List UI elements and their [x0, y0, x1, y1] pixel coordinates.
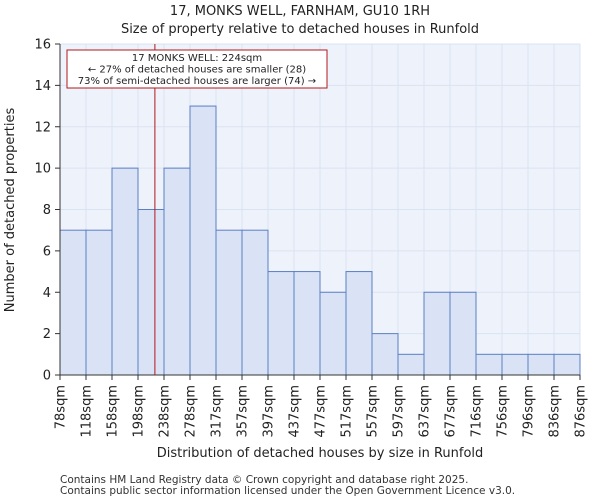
y-tick-label: 10 [34, 162, 51, 177]
x-tick-label: 317sqm [210, 385, 225, 438]
x-tick-label: 238sqm [158, 385, 173, 438]
histogram-bar [319, 291, 347, 376]
x-tick-label: 597sqm [392, 385, 407, 438]
y-tick-label: 2 [43, 327, 51, 342]
x-tick-label: 677sqm [444, 385, 459, 438]
chart-title: Size of property relative to detached ho… [120, 22, 480, 37]
axes: 0 2 4 6 8 10 12 14 16 78sqm 118sqm 158sqm 198sqm 238s… [34, 38, 588, 438]
y-tick-label: 8 [43, 203, 51, 218]
histogram-bar [215, 229, 243, 376]
property-marker: 17 MONKS WELL: 224sqm← 27% of detached h… [66, 44, 328, 375]
bars [59, 105, 581, 376]
histogram-bar [111, 167, 139, 376]
x-tick-label: 78sqm [54, 385, 69, 429]
histogram-bar [423, 291, 451, 376]
x-tick-label: 278sqm [184, 385, 199, 438]
annotation-text: 73% of semi-detached houses are larger (… [78, 76, 316, 87]
x-tick-label: 397sqm [262, 385, 277, 438]
annotation-box [66, 49, 328, 89]
annotation-text: 17 MONKS WELL: 224sqm [132, 53, 262, 64]
histogram-bar [475, 353, 503, 376]
histogram-bar [59, 229, 87, 376]
x-tick-label: 836sqm [548, 385, 563, 438]
x-tick-label: 876sqm [574, 385, 589, 438]
histogram-bar [449, 291, 477, 376]
footer-licence: Contains public sector information licen… [60, 485, 516, 497]
x-tick-label: 716sqm [470, 385, 485, 438]
y-tick-label: 16 [34, 38, 51, 53]
histogram-bar [241, 229, 269, 376]
x-tick-label: 557sqm [366, 385, 381, 438]
x-tick-label: 158sqm [106, 385, 121, 438]
x-tick-label: 796sqm [522, 385, 537, 438]
y-tick-label: 14 [34, 79, 51, 94]
x-tick-label: 637sqm [418, 385, 433, 438]
histogram-bar [397, 353, 425, 376]
x-tick-label: 517sqm [340, 385, 355, 438]
annotation-text: ← 27% of detached houses are smaller (28… [88, 65, 306, 76]
histogram-bar [137, 209, 165, 376]
y-tick-label: 0 [43, 369, 51, 384]
x-tick-label: 198sqm [132, 385, 147, 438]
x-axis-label: Distribution of detached houses by size … [157, 446, 484, 461]
y-tick-label: 6 [43, 244, 51, 259]
histogram-bar [267, 271, 295, 376]
histogram-bar [189, 105, 217, 376]
x-tick-label: 477sqm [314, 385, 329, 438]
histogram-bar [527, 353, 555, 376]
histogram-bar [85, 229, 113, 376]
histogram-bar [293, 271, 321, 376]
y-tick-label: 4 [43, 286, 51, 301]
x-tick-label: 437sqm [288, 385, 303, 438]
chart-title-address: 17, MONKS WELL, FARNHAM, GU10 1RH [169, 4, 431, 19]
footer-copyright: Contains HM Land Registry data © Crown c… [60, 474, 469, 486]
x-tick-label: 756sqm [496, 385, 511, 438]
histogram-bar [345, 271, 373, 376]
y-axis-label: Number of detached properties [3, 108, 18, 313]
histogram-bar [371, 333, 399, 376]
y-tick-label: 12 [34, 120, 51, 135]
histogram-bar [553, 353, 581, 376]
x-tick-label: 118sqm [80, 385, 95, 438]
histogram-bar [501, 353, 529, 376]
x-tick-label: 357sqm [236, 385, 251, 438]
histogram-bar [163, 167, 191, 376]
